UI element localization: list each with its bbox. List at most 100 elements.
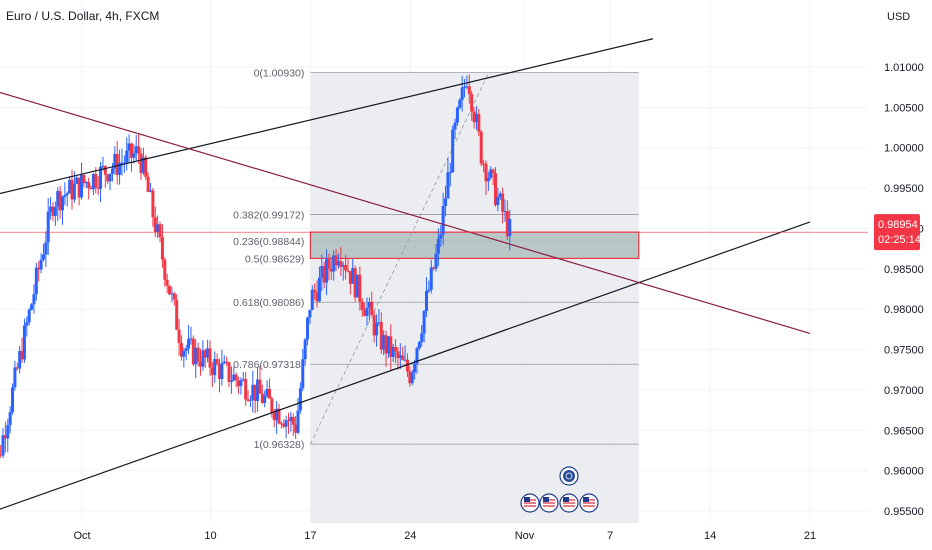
lower-channel[interactable] — [0, 221, 811, 513]
candle-body — [103, 166, 107, 175]
candle-body — [234, 374, 238, 381]
candle-body — [203, 350, 207, 358]
globe-event-icon[interactable] — [559, 466, 579, 486]
candle-body — [13, 367, 17, 388]
candle-body — [206, 348, 210, 358]
support-resistance-zone[interactable] — [309, 231, 640, 260]
candle-body — [144, 157, 148, 177]
candle-body — [439, 234, 443, 239]
candle-body — [287, 420, 291, 422]
x-tick-label: 10 — [204, 530, 216, 542]
y-tick-label: 0.97500 — [884, 345, 924, 357]
candle-body — [308, 309, 312, 318]
us-flag-event-icon[interactable] — [539, 493, 559, 513]
us-flag-event-icon[interactable] — [520, 493, 540, 513]
candle-body — [384, 335, 388, 354]
candle-body — [65, 193, 69, 195]
descending-trendline[interactable] — [0, 87, 811, 334]
candle-body — [477, 113, 481, 132]
candle-body — [158, 224, 162, 238]
candle-body — [77, 177, 81, 198]
candle-body — [127, 143, 131, 151]
candle-body — [367, 301, 371, 308]
candle-body — [22, 325, 26, 360]
candle-body — [258, 379, 262, 394]
candle-body — [60, 196, 64, 211]
candle-body — [444, 198, 448, 207]
candle-body — [256, 379, 260, 401]
candle-body — [436, 238, 440, 254]
upper-channel[interactable] — [0, 38, 654, 198]
candle-body — [237, 380, 241, 387]
economic-events[interactable] — [520, 466, 599, 513]
candle-body — [0, 454, 3, 456]
candle-body — [474, 113, 478, 123]
candle-body — [448, 172, 452, 174]
us-flag-event-icon[interactable] — [579, 493, 599, 513]
last-price-countdown: 02:25:14 — [878, 234, 921, 246]
candle-body — [396, 351, 400, 359]
time-axis[interactable]: Oct 10 17 24 Nov 7 14 21 — [73, 530, 816, 542]
candle-body — [453, 122, 457, 130]
candle-body — [355, 274, 359, 298]
fibonacci-box[interactable] — [310, 72, 639, 524]
candle-body — [63, 194, 67, 197]
candle-body — [72, 183, 76, 200]
trend-lines[interactable] — [0, 38, 811, 514]
candle-body — [429, 267, 433, 290]
candle-body — [244, 379, 248, 400]
candle-body — [210, 367, 214, 376]
candle-body — [422, 311, 426, 334]
candle-body — [408, 371, 412, 384]
candle-body — [137, 146, 141, 154]
candle-body — [336, 261, 340, 266]
candle-body — [458, 99, 462, 108]
candle-body — [498, 193, 502, 198]
candle-body — [189, 338, 193, 340]
candle-body — [191, 338, 195, 365]
candle-body — [213, 359, 217, 376]
candle-body — [394, 347, 398, 352]
candle-body — [37, 267, 41, 270]
candle-body — [241, 379, 245, 381]
candle-body — [344, 265, 348, 271]
fib-level-label: 0.382(0.99172) — [233, 210, 304, 222]
candle-body — [229, 380, 233, 383]
candle-body — [401, 355, 405, 360]
candle-body — [320, 265, 324, 278]
x-tick-label: 17 — [304, 530, 316, 542]
us-flag-event-icon[interactable] — [559, 493, 579, 513]
x-tick-label: 21 — [804, 530, 816, 542]
fibonacci-diagonal — [310, 72, 490, 445]
candle-body — [129, 143, 133, 158]
candle-body — [27, 309, 31, 323]
price-axis[interactable]: 1.010001.005001.000000.995000.990000.985… — [884, 62, 924, 518]
candle-body — [353, 268, 357, 298]
candle-body — [334, 255, 338, 266]
candle-body — [465, 86, 469, 88]
candle-body — [325, 259, 329, 283]
candle-body — [265, 388, 269, 396]
candle-body — [160, 237, 164, 260]
candle-body — [227, 362, 231, 383]
candle-body — [479, 131, 483, 164]
currency-label: USD — [887, 11, 910, 23]
candle-body — [310, 289, 314, 310]
candle-body — [434, 253, 438, 269]
candle-body — [377, 322, 381, 324]
candle-body — [146, 176, 150, 192]
candle-body — [34, 267, 38, 295]
candle-body — [358, 274, 362, 302]
candle-body — [1, 435, 5, 456]
candle-body — [405, 359, 409, 372]
candle-body — [441, 206, 445, 235]
x-tick-label: Oct — [73, 530, 90, 542]
candle-body — [177, 329, 181, 344]
candle-body — [46, 211, 50, 243]
candle-body — [232, 374, 236, 381]
candle-body — [179, 343, 183, 357]
candle-body — [267, 388, 271, 399]
candle-body — [472, 111, 476, 123]
candle-body — [220, 363, 224, 380]
